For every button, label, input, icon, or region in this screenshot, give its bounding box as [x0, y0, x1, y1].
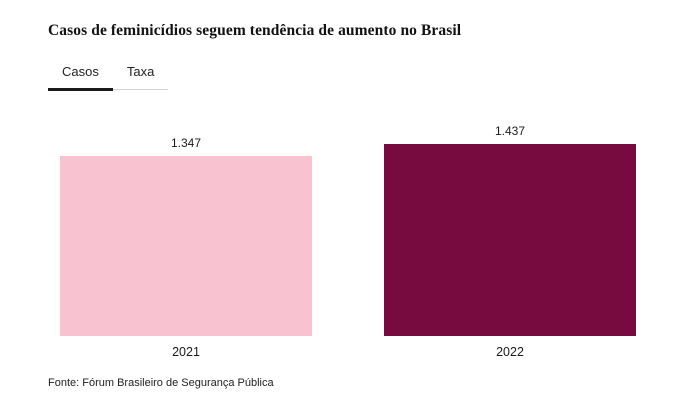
- value-label-2021: 1.347: [170, 136, 202, 150]
- value-label-2022: 1.437: [494, 124, 526, 138]
- bar-chart: 1.347 2021 1.437 2022: [48, 124, 648, 359]
- chart-title: Casos de feminicídios seguem tendência d…: [48, 22, 462, 39]
- tab-casos[interactable]: Casos: [48, 56, 113, 91]
- source-credit: Fonte: Fórum Brasileiro de Segurança Púb…: [48, 377, 274, 389]
- category-label-2021: 2021: [172, 345, 200, 359]
- tab-taxa[interactable]: Taxa: [113, 56, 168, 91]
- bar-2022[interactable]: [384, 144, 636, 336]
- tab-bar: Casos Taxa: [48, 56, 169, 91]
- category-label-2022: 2022: [496, 345, 524, 359]
- bar-2021[interactable]: [60, 156, 312, 336]
- bar-group-2021: 1.347 2021: [60, 136, 312, 359]
- bar-group-2022: 1.437 2022: [384, 124, 636, 359]
